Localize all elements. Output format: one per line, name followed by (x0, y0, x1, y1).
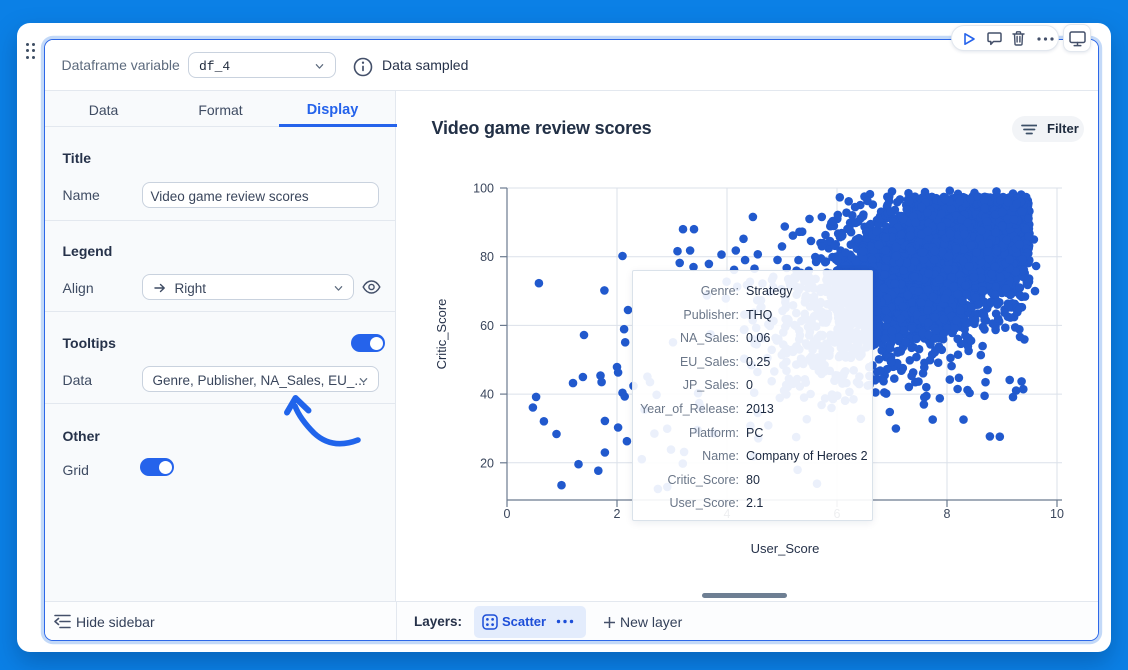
svg-text:60: 60 (480, 319, 494, 333)
svg-text:20: 20 (480, 456, 494, 470)
svg-text:80: 80 (480, 250, 494, 264)
svg-text:10: 10 (1050, 507, 1064, 521)
svg-text:8: 8 (944, 507, 951, 521)
svg-text:2: 2 (614, 507, 621, 521)
svg-text:40: 40 (480, 388, 494, 402)
svg-text:0: 0 (504, 507, 511, 521)
svg-text:Critic_Score: Critic_Score (434, 299, 449, 370)
svg-text:100: 100 (473, 182, 494, 196)
svg-text:User_Score: User_Score (751, 541, 820, 556)
